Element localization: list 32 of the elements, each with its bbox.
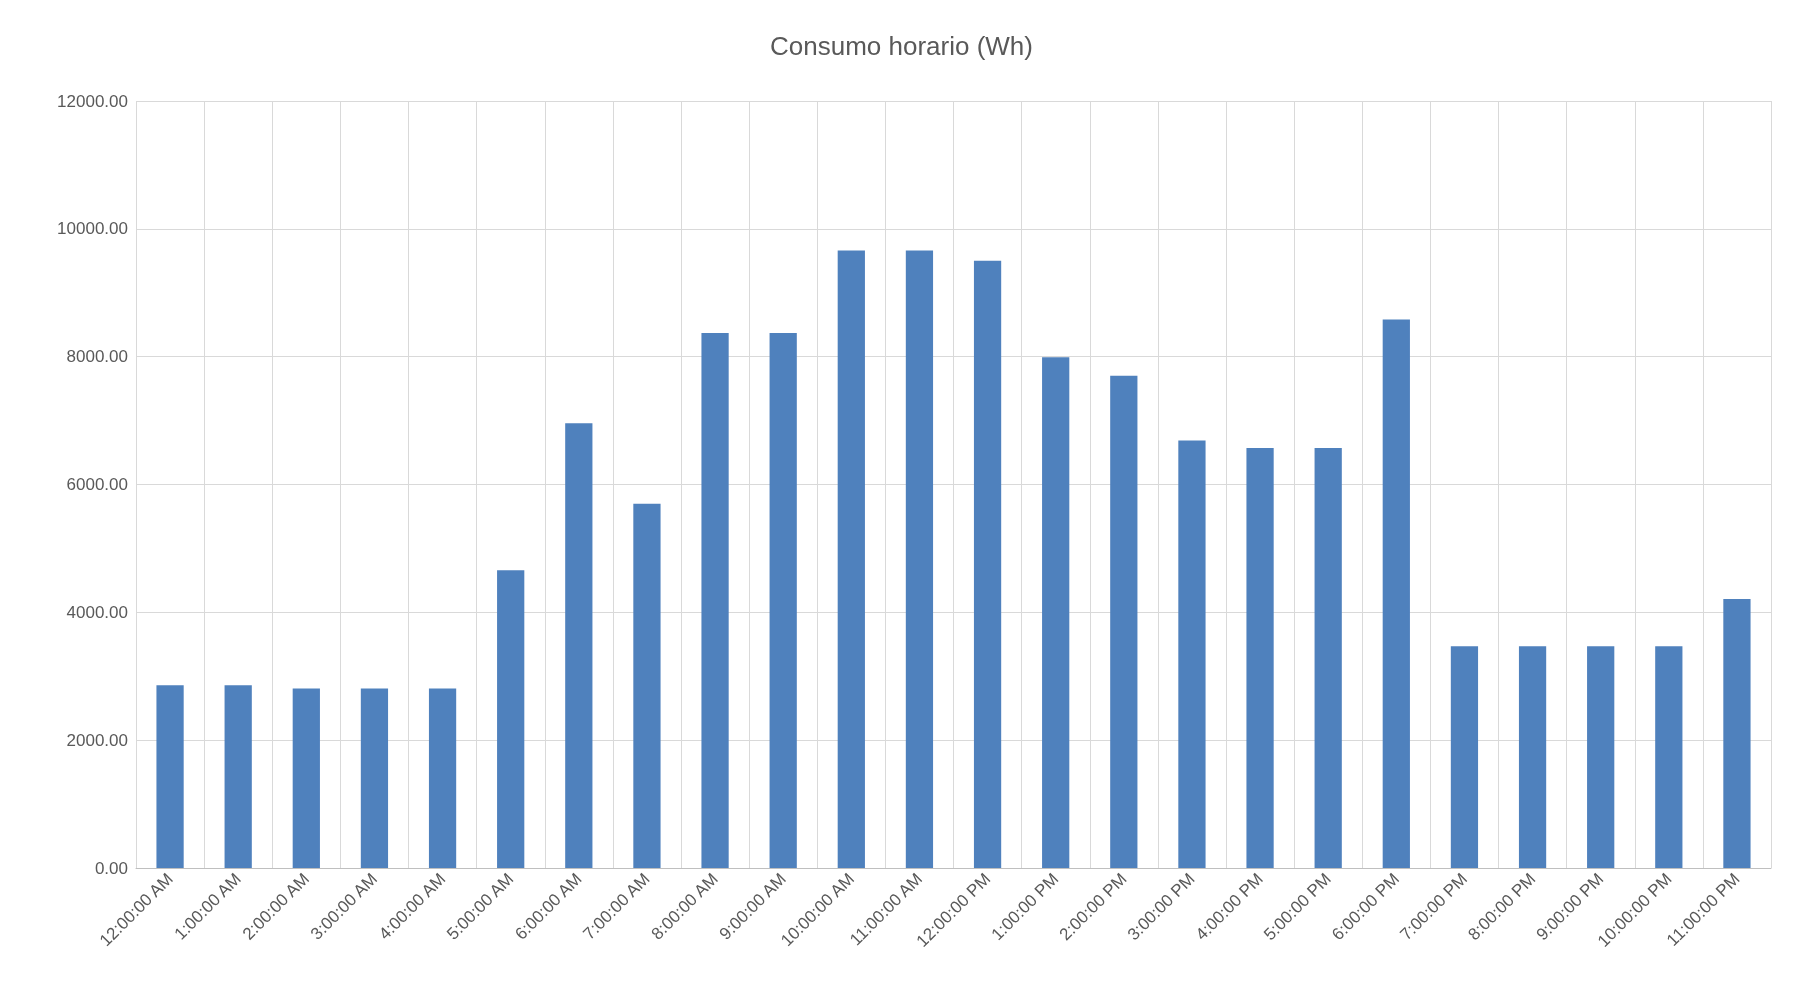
bar [1178,440,1206,868]
bar [1042,357,1070,868]
y-tick-label: 12000.00 [57,91,128,111]
bar [1382,319,1410,868]
bar [905,250,934,868]
y-tick-label: 2000.00 [66,730,128,750]
bar [1110,375,1138,868]
bar [1450,646,1479,868]
y-tick-label: 8000.00 [66,347,128,367]
y-tick-label: 10000.00 [57,219,128,239]
bar [156,685,184,868]
y-tick-label: 6000.00 [66,475,128,494]
bar [1655,646,1683,868]
bar [360,688,389,868]
bar [701,333,729,868]
bar [497,570,525,868]
bar [292,688,320,868]
bar [1518,646,1547,868]
bar [428,688,457,868]
bar [633,503,661,868]
bar [769,333,797,868]
chart-title: Consumo horario (Wh) [770,31,1033,61]
bar [1723,598,1751,868]
bar [1587,646,1615,868]
bar [837,250,865,868]
bar [224,685,252,868]
bar [1314,448,1342,868]
y-tick-label: 4000.00 [66,602,128,622]
y-tick-label: 0.00 [94,858,128,878]
bar [1246,448,1274,868]
bar [973,260,1002,868]
bar [565,423,593,868]
